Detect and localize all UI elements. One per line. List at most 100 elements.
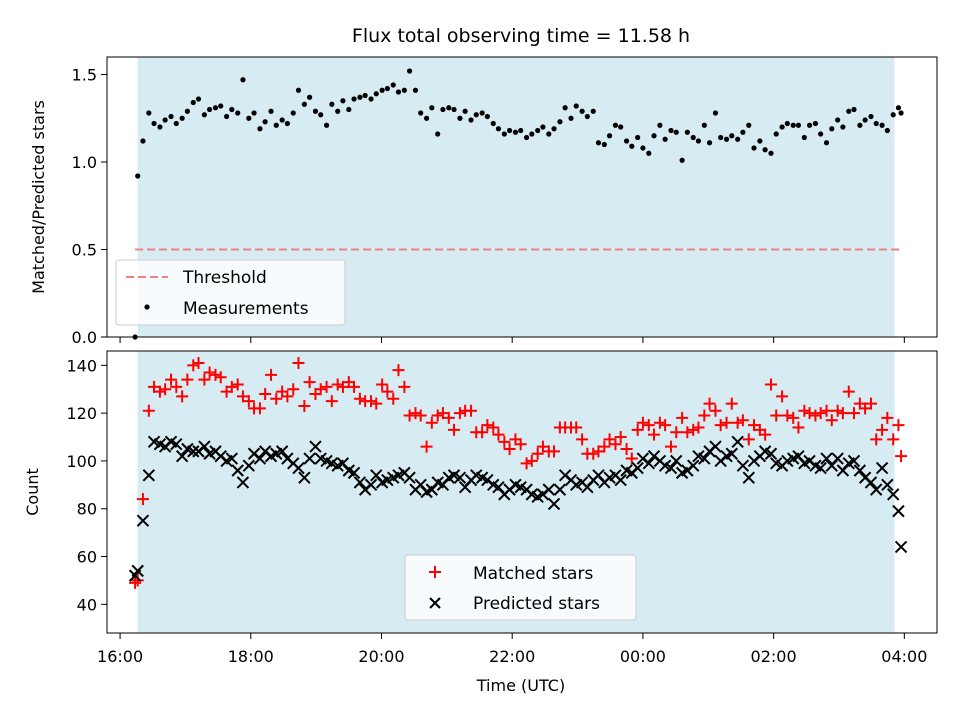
predicted-star-marker — [236, 476, 250, 489]
measurement-point — [279, 117, 285, 123]
top-x-ticks — [119, 337, 905, 343]
top-axes-frame — [106, 56, 938, 338]
predicted-star-marker — [820, 452, 833, 465]
matched-star-marker — [142, 404, 155, 417]
matched-star-marker — [181, 373, 194, 386]
matched-star-marker — [153, 385, 166, 398]
measurement-point — [246, 115, 252, 121]
measurement-point — [473, 112, 479, 118]
matched-star-marker — [809, 409, 822, 422]
matched-star-marker — [498, 435, 511, 448]
measurement-point — [362, 92, 368, 99]
matched-star-marker — [129, 576, 142, 589]
predicted-star-marker — [875, 461, 889, 475]
measurement-point — [484, 113, 490, 120]
matched-star-marker — [631, 423, 644, 436]
matched-star-marker — [714, 419, 727, 432]
matched-star-marker — [653, 416, 666, 429]
legend-predicted-swatch — [429, 597, 441, 609]
predicted-star-marker — [664, 461, 678, 475]
measurement-point — [835, 117, 841, 123]
matched-star-marker — [270, 392, 283, 405]
predicted-star-marker — [764, 447, 778, 460]
top-y-tick-label: 0.0 — [72, 328, 97, 347]
predicted-star-marker — [242, 459, 256, 472]
measurement-point — [462, 108, 468, 114]
matched-star-marker — [476, 426, 489, 439]
measurement-point — [446, 105, 452, 111]
matched-star-marker — [831, 404, 844, 417]
measurement-point — [573, 103, 579, 109]
measurement-point — [884, 127, 890, 134]
matched-star-marker — [225, 380, 238, 393]
predicted-star-marker — [731, 435, 744, 449]
matched-star-marker — [198, 373, 211, 386]
measurement-point — [195, 96, 202, 102]
matched-star-marker — [648, 428, 661, 441]
matched-star-marker — [203, 366, 216, 379]
matched-star-marker — [525, 454, 538, 467]
top-legend: Threshold Measurements — [115, 259, 346, 326]
measurement-point — [135, 173, 141, 179]
measurement-point — [423, 115, 430, 121]
measurement-point — [601, 141, 607, 148]
matched-stars-points — [129, 356, 908, 589]
measurement-point — [207, 106, 213, 113]
predicted-star-marker — [853, 464, 867, 477]
measurement-point — [768, 150, 774, 156]
measurement-point — [506, 127, 513, 134]
measurement-point — [751, 145, 757, 151]
matched-star-marker — [736, 414, 749, 427]
matched-star-marker — [348, 380, 361, 393]
matched-star-marker — [131, 574, 144, 587]
matched-star-marker — [576, 433, 589, 446]
bottom-y-tick-label: 120 — [66, 404, 97, 423]
measurement-point — [518, 127, 524, 134]
predicted-star-marker — [892, 504, 905, 518]
bottom-y-tick-label: 100 — [66, 452, 97, 471]
measurement-point — [346, 106, 352, 113]
legend-matched-label: Matched stars — [473, 564, 593, 584]
measurement-point — [440, 106, 446, 113]
predicted-star-marker — [231, 464, 244, 477]
measurement-point — [301, 101, 307, 107]
measurement-point — [851, 106, 857, 113]
legend-measurements-swatch — [144, 304, 150, 310]
measurement-point — [490, 120, 496, 127]
measurement-point — [879, 122, 885, 128]
matched-star-marker — [381, 385, 394, 398]
top-y-ticks: 0.0 0.5 1.0 1.5 — [72, 66, 107, 347]
measurement-point — [898, 110, 904, 116]
matched-star-marker — [331, 378, 344, 391]
matched-star-marker — [253, 402, 266, 415]
matched-star-marker — [670, 426, 683, 439]
predicted-star-marker — [631, 461, 644, 475]
matched-star-marker — [442, 411, 455, 424]
matched-star-marker — [881, 411, 894, 424]
matched-star-marker — [281, 390, 294, 403]
matched-star-marker — [398, 380, 411, 393]
measurement-point — [335, 108, 341, 114]
measurement-point — [812, 120, 819, 127]
predicted-star-marker — [614, 473, 627, 487]
measurement-point — [584, 113, 590, 120]
top-panel: 0.0 0.5 1.0 1.5 Flux total observing time =… — [29, 25, 938, 347]
x-axis-label: Time (UTC) — [476, 676, 565, 695]
measurement-point — [857, 122, 863, 128]
measurement-point — [162, 117, 168, 123]
matched-star-marker — [431, 409, 444, 422]
measurement-point — [235, 110, 241, 116]
measurement-point — [668, 127, 674, 134]
measurement-point — [690, 134, 696, 141]
measurement-point — [184, 108, 190, 114]
measurement-point — [395, 89, 402, 95]
matched-star-marker — [892, 419, 905, 432]
measurement-point — [379, 87, 385, 93]
matched-star-marker — [187, 359, 200, 372]
measurement-point — [312, 108, 319, 114]
measurement-point — [329, 101, 335, 107]
predicted-star-marker — [542, 483, 556, 496]
measurement-point — [151, 120, 157, 127]
matched-star-marker — [365, 395, 378, 408]
matched-star-marker — [325, 395, 338, 408]
